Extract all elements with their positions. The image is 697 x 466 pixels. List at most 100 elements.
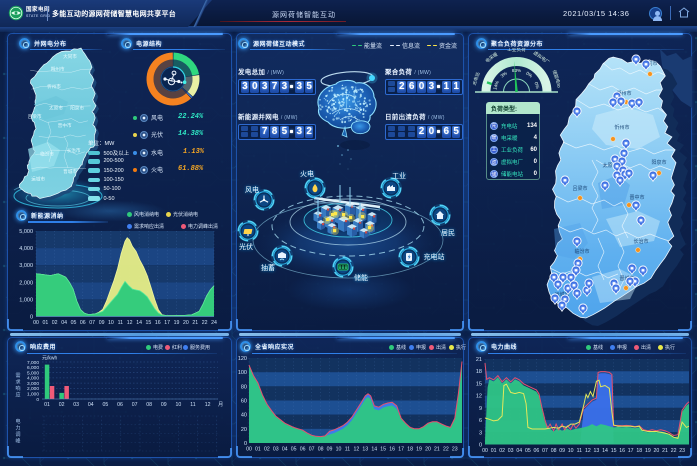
svg-text:4,000: 4,000 bbox=[27, 376, 39, 382]
svg-text:83%: 83% bbox=[512, 68, 521, 73]
svg-text:响: 响 bbox=[15, 385, 20, 392]
svg-text:月: 月 bbox=[218, 401, 223, 408]
svg-text:运城市: 运城市 bbox=[554, 291, 569, 298]
svg-text:运城市: 运城市 bbox=[31, 175, 45, 182]
svg-text:08: 08 bbox=[146, 402, 152, 408]
svg-text:工业负荷: 工业负荷 bbox=[507, 48, 526, 53]
svg-text:19: 19 bbox=[174, 320, 180, 326]
svg-text:忻州市: 忻州市 bbox=[614, 124, 629, 131]
svg-text:23: 23 bbox=[452, 447, 458, 453]
svg-text:14: 14 bbox=[371, 447, 377, 453]
svg-text:光伏: 光伏 bbox=[239, 242, 253, 251]
svg-text:13: 13 bbox=[594, 448, 600, 454]
svg-text:02: 02 bbox=[264, 447, 270, 453]
svg-text:20: 20 bbox=[241, 427, 247, 433]
svg-text:21: 21 bbox=[662, 448, 668, 454]
svg-text:峰: 峰 bbox=[15, 438, 20, 445]
svg-text:120: 120 bbox=[238, 356, 247, 362]
svg-text:太原市: 太原市 bbox=[49, 104, 63, 111]
svg-text:20: 20 bbox=[654, 448, 660, 454]
svg-text:23: 23 bbox=[679, 448, 685, 454]
svg-text:20: 20 bbox=[425, 447, 431, 453]
svg-text:05: 05 bbox=[525, 448, 531, 454]
svg-text:60: 60 bbox=[241, 399, 247, 405]
svg-text:05: 05 bbox=[291, 447, 297, 453]
svg-text:晋中市: 晋中市 bbox=[58, 122, 72, 129]
svg-text:04: 04 bbox=[88, 402, 94, 408]
svg-text:18: 18 bbox=[636, 448, 642, 454]
svg-text:08: 08 bbox=[318, 447, 324, 453]
svg-text:朔州市: 朔州市 bbox=[616, 90, 631, 97]
svg-text:风电: 风电 bbox=[245, 185, 259, 194]
svg-text:电采暖: 电采暖 bbox=[484, 50, 500, 64]
svg-text:11: 11 bbox=[577, 448, 582, 454]
svg-text:08: 08 bbox=[551, 448, 557, 454]
svg-text:元/kwh: 元/kwh bbox=[42, 356, 58, 362]
svg-text:吕梁市: 吕梁市 bbox=[28, 113, 42, 120]
svg-text:04: 04 bbox=[516, 448, 522, 454]
svg-text:11: 11 bbox=[118, 320, 123, 326]
svg-text:0: 0 bbox=[30, 315, 33, 321]
svg-text:太原市: 太原市 bbox=[602, 162, 617, 169]
svg-text:07: 07 bbox=[89, 320, 95, 326]
svg-text:17: 17 bbox=[398, 447, 404, 453]
svg-text:忻州市: 忻州市 bbox=[47, 83, 61, 90]
svg-text:0: 0 bbox=[244, 441, 247, 447]
svg-text:80: 80 bbox=[241, 384, 247, 390]
svg-text:03: 03 bbox=[73, 402, 79, 408]
svg-text:17: 17 bbox=[164, 320, 170, 326]
svg-text:16: 16 bbox=[389, 447, 395, 453]
svg-text:01: 01 bbox=[255, 447, 261, 453]
svg-text:16: 16 bbox=[155, 320, 161, 326]
svg-text:2,000: 2,000 bbox=[27, 386, 39, 392]
svg-text:电: 电 bbox=[15, 418, 20, 425]
svg-text:00: 00 bbox=[33, 320, 39, 326]
svg-text:03: 03 bbox=[508, 448, 514, 454]
svg-text:储能: 储能 bbox=[354, 273, 368, 282]
svg-text:15: 15 bbox=[611, 448, 617, 454]
svg-text:12: 12 bbox=[127, 320, 133, 326]
svg-text:临汾市: 临汾市 bbox=[574, 248, 589, 255]
svg-text:临汾市: 临汾市 bbox=[40, 151, 54, 158]
svg-text:07: 07 bbox=[542, 448, 548, 454]
svg-text:01: 01 bbox=[491, 448, 497, 454]
svg-text:04: 04 bbox=[282, 447, 288, 453]
svg-text:15: 15 bbox=[380, 447, 386, 453]
svg-text:19: 19 bbox=[416, 447, 422, 453]
svg-text:1,000: 1,000 bbox=[19, 297, 33, 303]
svg-text:100: 100 bbox=[238, 370, 247, 376]
svg-text:7,000: 7,000 bbox=[27, 360, 39, 366]
svg-text:充电站: 充电站 bbox=[424, 252, 445, 261]
svg-text:6,000: 6,000 bbox=[27, 365, 39, 371]
svg-text:21: 21 bbox=[434, 447, 440, 453]
svg-text:10: 10 bbox=[176, 402, 182, 408]
svg-text:01: 01 bbox=[44, 402, 50, 408]
svg-text:3: 3 bbox=[479, 430, 482, 436]
svg-text:长治市: 长治市 bbox=[67, 147, 81, 154]
svg-text:储能电站: 储能电站 bbox=[551, 69, 560, 89]
svg-text:07: 07 bbox=[132, 402, 138, 408]
svg-text:24: 24 bbox=[211, 320, 217, 326]
svg-text:05: 05 bbox=[103, 402, 109, 408]
svg-text:06: 06 bbox=[534, 448, 540, 454]
svg-text:2,000: 2,000 bbox=[19, 280, 33, 286]
svg-text:11: 11 bbox=[190, 402, 195, 408]
svg-text:6: 6 bbox=[479, 418, 482, 424]
svg-text:晋中市: 晋中市 bbox=[629, 194, 644, 201]
svg-text:3,000: 3,000 bbox=[19, 263, 33, 269]
svg-text:09: 09 bbox=[327, 447, 333, 453]
svg-text:14: 14 bbox=[602, 448, 608, 454]
svg-text:06: 06 bbox=[300, 447, 306, 453]
svg-text:阳泉市: 阳泉市 bbox=[651, 159, 666, 166]
svg-text:03: 03 bbox=[273, 447, 279, 453]
svg-text:力: 力 bbox=[15, 425, 20, 432]
svg-text:18: 18 bbox=[476, 369, 482, 375]
svg-text:22: 22 bbox=[671, 448, 677, 454]
svg-text:0%: 0% bbox=[525, 71, 533, 79]
svg-text:调: 调 bbox=[15, 431, 20, 438]
svg-text:17: 17 bbox=[628, 448, 634, 454]
svg-text:00: 00 bbox=[482, 448, 488, 454]
svg-text:01: 01 bbox=[43, 320, 49, 326]
svg-text:12: 12 bbox=[585, 448, 591, 454]
svg-text:22: 22 bbox=[443, 447, 449, 453]
